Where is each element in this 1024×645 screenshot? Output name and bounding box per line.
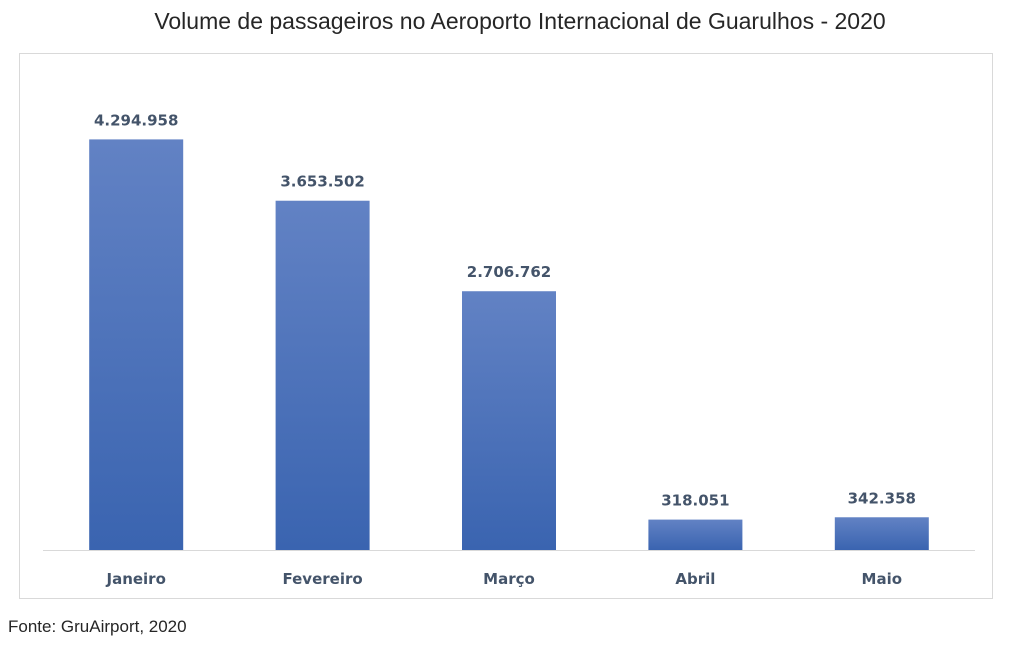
category-label-5: Maio: [862, 570, 903, 588]
data-labels-group: 4.294.958 3.653.502 2.706.762 318.051 342.35…: [94, 111, 916, 509]
data-label-3: 2.706.762: [467, 263, 551, 281]
category-label-4: Abril: [675, 570, 715, 588]
data-label-2: 3.653.502: [280, 173, 364, 191]
bar-2: [275, 200, 370, 550]
bar-4: [648, 519, 743, 550]
bars-group: [89, 139, 929, 550]
bar-5: [834, 517, 929, 550]
data-label-5: 342.358: [848, 489, 916, 507]
category-label-1: Janeiro: [105, 570, 165, 588]
category-labels-group: Janeiro Fevereiro Março Abril Maio: [105, 570, 902, 588]
source-note: Fonte: GruAirport, 2020: [8, 617, 187, 636]
data-label-4: 318.051: [661, 492, 729, 510]
category-label-2: Fevereiro: [283, 570, 363, 588]
category-label-3: Março: [483, 570, 535, 588]
bar-1: [89, 139, 184, 550]
chart-title: Volume de passageiros no Aeroporto Inter…: [154, 8, 886, 34]
bar-3: [462, 291, 556, 550]
data-label-1: 4.294.958: [94, 111, 178, 129]
